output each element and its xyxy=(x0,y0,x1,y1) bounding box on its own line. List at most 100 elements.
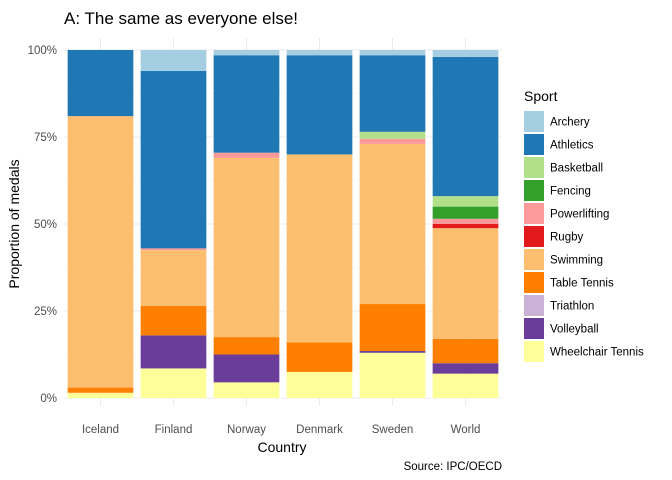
bar-segment-swimming xyxy=(286,154,353,343)
legend-item-table-tennis: Table Tennis xyxy=(524,272,614,293)
bar-segment-powerlifting xyxy=(213,152,280,158)
legend-title: Sport xyxy=(524,88,558,104)
legend-item-fencing: Fencing xyxy=(524,180,591,201)
bar-segment-swimming xyxy=(140,250,207,306)
legend-swatch xyxy=(524,134,544,155)
bar-segment-table-tennis xyxy=(432,338,499,364)
bar-stack-world xyxy=(432,50,499,398)
bar-segment-volleyball xyxy=(359,351,426,353)
bar-segment-athletics xyxy=(359,55,426,132)
legend-swatch xyxy=(524,249,544,270)
y-tick-label: 75% xyxy=(34,132,57,144)
bar-segment-volleyball xyxy=(140,335,207,369)
bar-segment-table-tennis xyxy=(213,337,280,355)
bar-segment-wheelchair-tennis xyxy=(286,371,353,398)
bar-segment-athletics xyxy=(140,70,207,249)
bar-segment-wheelchair-tennis xyxy=(67,392,134,398)
bar-segment-wheelchair-tennis xyxy=(359,352,426,398)
legend-label: Athletics xyxy=(550,140,594,152)
bar-segment-table-tennis xyxy=(286,342,353,372)
bar-segment-athletics xyxy=(286,55,353,155)
legend-swatch xyxy=(524,180,544,201)
bar-stack-sweden xyxy=(359,50,426,398)
x-tick-label: Denmark xyxy=(296,424,343,436)
legend-label: Triathlon xyxy=(550,301,594,313)
x-axis-ticks: Iceland Finland Norway Denmark Sweden World xyxy=(82,424,480,436)
legend-item-rugby: Rugby xyxy=(524,226,583,247)
legend-item-volleyball: Volleyball xyxy=(524,318,599,339)
y-axis-ticks: 0% 25% 50% 75% 100% xyxy=(28,45,57,405)
legend-label: Rugby xyxy=(550,232,583,244)
legend-label: Volleyball xyxy=(550,324,599,336)
legend-label: Fencing xyxy=(550,186,591,198)
bar-segment-athletics xyxy=(213,55,280,153)
y-tick-label: 0% xyxy=(40,393,57,405)
bar-segment-wheelchair-tennis xyxy=(140,368,207,398)
legend-label: Powerlifting xyxy=(550,209,609,221)
bar-segment-basketball xyxy=(359,131,426,139)
legend-label: Wheelchair Tennis xyxy=(550,347,644,359)
legend-swatch xyxy=(524,226,544,247)
bar-segment-archery xyxy=(213,50,280,56)
legend-label: Table Tennis xyxy=(550,278,614,290)
bar-segment-wheelchair-tennis xyxy=(213,382,280,398)
bar-segment-wheelchair-tennis xyxy=(432,373,499,398)
legend-swatch xyxy=(524,341,544,362)
x-tick-label: Sweden xyxy=(372,424,414,436)
legend-swatch xyxy=(524,272,544,293)
bar-stack-norway xyxy=(213,50,280,398)
y-tick-label: 50% xyxy=(34,219,57,231)
bar-segment-table-tennis xyxy=(67,387,134,393)
chart-caption: Source: IPC/OECD xyxy=(404,461,502,473)
bar-segment-archery xyxy=(140,50,207,71)
legend-item-archery: Archery xyxy=(524,111,590,132)
y-tick-label: 25% xyxy=(34,306,57,318)
bar-segment-table-tennis xyxy=(359,304,426,352)
bar-segment-powerlifting xyxy=(432,218,499,224)
x-axis-title: Country xyxy=(257,439,306,455)
bar-segment-swimming xyxy=(432,228,499,339)
bar-stack-finland xyxy=(140,50,207,398)
bar-segment-archery xyxy=(359,50,426,56)
x-tick-label: Iceland xyxy=(82,424,119,436)
bar-segment-swimming xyxy=(67,116,134,388)
x-tick-label: Finland xyxy=(155,424,193,436)
x-tick-label: World xyxy=(451,424,481,436)
legend-item-athletics: Athletics xyxy=(524,134,594,155)
bar-segment-powerlifting xyxy=(359,138,426,144)
bar-segment-volleyball xyxy=(213,354,280,383)
y-tick-label: 100% xyxy=(28,45,57,57)
legend-swatch xyxy=(524,318,544,339)
legend-label: Archery xyxy=(550,117,590,129)
bar-segment-swimming xyxy=(213,157,280,338)
legend-item-basketball: Basketball xyxy=(524,157,603,178)
chart-title: A: The same as everyone else! xyxy=(64,9,298,28)
legend-swatch xyxy=(524,157,544,178)
bar-segment-swimming xyxy=(359,143,426,305)
bar-stack-iceland xyxy=(67,50,134,398)
legend-item-wheelchair-tennis: Wheelchair Tennis xyxy=(524,341,644,362)
legend-swatch xyxy=(524,203,544,224)
bar-stack-denmark xyxy=(286,50,353,398)
bar-segment-archery xyxy=(286,50,353,56)
bar-segment-archery xyxy=(432,50,499,57)
bars xyxy=(67,50,499,398)
bar-segment-table-tennis xyxy=(140,305,207,336)
legend-swatch xyxy=(524,295,544,316)
bar-segment-rugby xyxy=(432,224,499,229)
bar-segment-volleyball xyxy=(432,363,499,374)
bar-segment-athletics xyxy=(67,50,134,117)
legend-swatch xyxy=(524,111,544,132)
x-tick-label: Norway xyxy=(227,424,266,436)
bar-segment-powerlifting xyxy=(140,248,207,251)
legend-item-swimming: Swimming xyxy=(524,249,603,270)
legend-item-triathlon: Triathlon xyxy=(524,295,594,316)
y-axis-title: Proportion of medals xyxy=(6,159,22,288)
bar-segment-basketball xyxy=(432,196,499,207)
legend: Sport Archery Athletics Basketball Fencing P… xyxy=(524,88,644,362)
bar-segment-fencing xyxy=(432,206,499,219)
legend-label: Swimming xyxy=(550,255,603,267)
legend-item-powerlifting: Powerlifting xyxy=(524,203,609,224)
bar-segment-athletics xyxy=(432,56,499,197)
